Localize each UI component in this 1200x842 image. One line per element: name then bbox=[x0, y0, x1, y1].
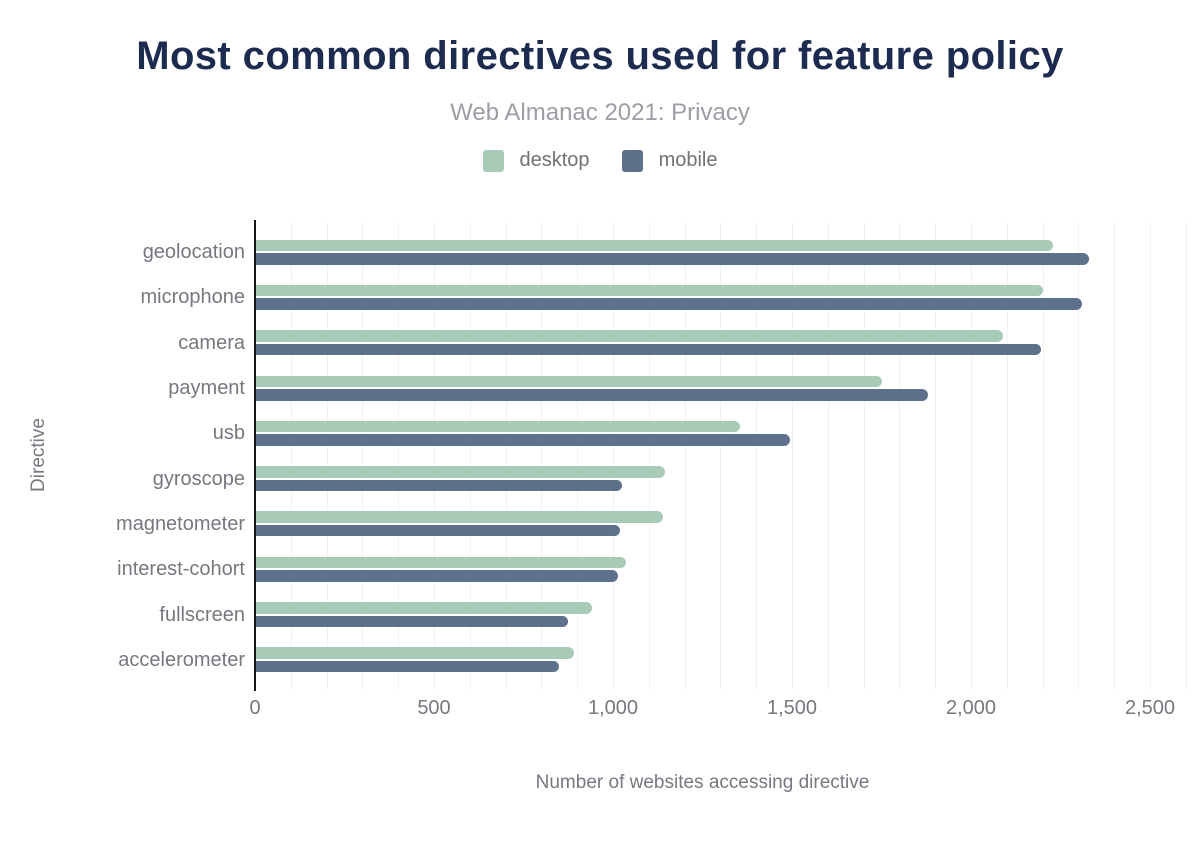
gridline bbox=[1078, 222, 1080, 689]
x-tick-label: 1,000 bbox=[587, 697, 639, 719]
bar-mobile bbox=[256, 524, 621, 537]
category-label: geolocation bbox=[142, 241, 245, 264]
bar-desktop bbox=[256, 330, 1004, 342]
bar-desktop bbox=[256, 239, 1054, 252]
bar-desktop bbox=[256, 511, 664, 523]
gridline bbox=[684, 222, 686, 689]
bar-desktop bbox=[256, 556, 626, 569]
gridline bbox=[505, 222, 507, 689]
gridline bbox=[541, 222, 543, 689]
bar-mobile bbox=[256, 479, 622, 492]
bar-desktop bbox=[256, 375, 882, 388]
bar-mobile bbox=[256, 434, 791, 446]
gridline bbox=[1114, 222, 1116, 689]
gridline bbox=[1006, 222, 1008, 689]
bar-mobile bbox=[256, 253, 1090, 265]
bar-desktop bbox=[256, 602, 592, 614]
gridline bbox=[362, 222, 364, 689]
gridline bbox=[935, 222, 937, 689]
legend-item-mobile: mobile bbox=[621, 149, 718, 172]
x-tick-label: 1,500 bbox=[766, 697, 818, 719]
x-tick-label: 2,500 bbox=[1124, 697, 1176, 719]
gridline bbox=[434, 222, 435, 689]
gridline bbox=[899, 222, 901, 689]
gridline bbox=[1042, 222, 1044, 689]
category-label: gyroscope bbox=[152, 467, 245, 490]
x-tick-label: 500 bbox=[417, 697, 451, 719]
legend-item-desktop: desktop bbox=[482, 149, 590, 172]
bar-desktop bbox=[256, 284, 1043, 297]
legend: desktop mobile bbox=[0, 149, 1200, 172]
bar-desktop bbox=[256, 420, 741, 433]
legend-swatch-mobile-icon bbox=[621, 149, 643, 172]
category-label: microphone bbox=[140, 286, 245, 309]
gridline bbox=[469, 222, 471, 689]
legend-label-desktop: desktop bbox=[519, 149, 590, 171]
bar-mobile bbox=[256, 298, 1082, 310]
bar-mobile bbox=[256, 389, 929, 401]
gridline bbox=[1150, 222, 1151, 689]
x-tick-label: 2,000 bbox=[945, 697, 997, 719]
gridline bbox=[720, 222, 722, 689]
gridline bbox=[1185, 222, 1187, 689]
bar-mobile bbox=[256, 660, 560, 673]
category-label: interest-cohort bbox=[117, 558, 245, 581]
category-label: accelerometer bbox=[118, 648, 245, 671]
category-label: fullscreen bbox=[159, 603, 245, 626]
gridline bbox=[577, 222, 579, 689]
category-label: payment bbox=[168, 377, 245, 400]
bar-mobile bbox=[256, 615, 569, 628]
x-tick-label: 0 bbox=[249, 697, 261, 719]
bar-desktop bbox=[256, 466, 665, 478]
category-label: usb bbox=[212, 422, 245, 445]
x-axis-title: Number of websites accessing directive bbox=[535, 772, 870, 793]
gridline bbox=[326, 222, 328, 689]
gridline bbox=[398, 222, 400, 689]
bar-mobile bbox=[256, 570, 619, 582]
gridline bbox=[290, 222, 292, 689]
chart-title: Most common directives used for feature … bbox=[136, 34, 1064, 78]
bar-desktop bbox=[256, 647, 574, 659]
y-axis-line bbox=[254, 220, 256, 691]
gridline bbox=[827, 222, 829, 689]
legend-label-mobile: mobile bbox=[658, 149, 718, 171]
gridline bbox=[613, 222, 614, 689]
gridline bbox=[648, 222, 650, 689]
gridline bbox=[971, 222, 972, 689]
chart-subtitle: Web Almanac 2021: Privacy bbox=[450, 99, 750, 126]
category-label: magnetometer bbox=[116, 512, 245, 535]
gridline bbox=[756, 222, 758, 689]
legend-swatch-desktop-icon bbox=[482, 149, 504, 172]
gridline bbox=[863, 222, 865, 689]
category-label: camera bbox=[178, 331, 245, 354]
gridline bbox=[792, 222, 793, 689]
bar-mobile bbox=[256, 343, 1041, 356]
